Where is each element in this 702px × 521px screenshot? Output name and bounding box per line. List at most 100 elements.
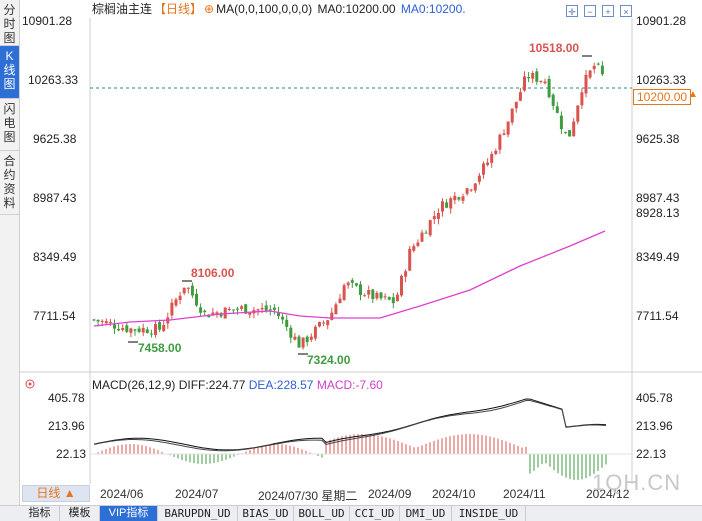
tab-bias[interactable]: BIAS_UD bbox=[238, 506, 294, 521]
left-price-label: 10263.33 bbox=[28, 73, 79, 87]
candle-body bbox=[178, 295, 182, 300]
tab-boll[interactable]: BOLL_UD bbox=[294, 506, 350, 521]
candle-body bbox=[318, 322, 321, 327]
candle-body bbox=[199, 307, 203, 313]
candle-body bbox=[453, 195, 457, 201]
candle-body bbox=[313, 326, 317, 339]
tab-templates[interactable]: 模板 bbox=[60, 506, 100, 521]
candle-body bbox=[297, 336, 301, 348]
candle-body bbox=[518, 92, 522, 101]
candle-body bbox=[592, 65, 596, 70]
candle-body bbox=[391, 297, 395, 304]
candle-body bbox=[539, 80, 543, 82]
right-price-label: 10263.33 bbox=[636, 73, 687, 87]
tab-contract-info[interactable]: 合约资料 bbox=[0, 151, 19, 215]
price-annotations: 8106.00 7458.00 7324.00 10518.00 bbox=[128, 41, 592, 367]
macd-diff: DIFF:224.77 bbox=[178, 378, 246, 392]
candle-body bbox=[305, 336, 309, 343]
candle-body bbox=[420, 232, 424, 242]
candle-body bbox=[326, 320, 330, 326]
tab-cci[interactable]: CCI_UD bbox=[350, 506, 400, 521]
candle-body bbox=[527, 77, 531, 79]
candle-body bbox=[108, 322, 112, 324]
candle-body bbox=[211, 312, 215, 316]
tab-barupdn[interactable]: BARUPDN_UD bbox=[158, 506, 238, 521]
macd-indicator-icon bbox=[25, 379, 35, 389]
tab-indicators[interactable]: 指标 bbox=[20, 506, 60, 521]
candle-body bbox=[387, 296, 391, 300]
tab-inside[interactable]: INSIDE_UD bbox=[452, 506, 526, 521]
candle-body bbox=[248, 312, 252, 315]
candle-body bbox=[240, 306, 244, 309]
tab-dmi[interactable]: DMI_UD bbox=[400, 506, 452, 521]
candle-body bbox=[133, 329, 137, 331]
tab-kline[interactable]: K线图 bbox=[0, 46, 19, 99]
candle-body bbox=[432, 216, 436, 220]
settings-icon[interactable]: ⊕ bbox=[204, 2, 215, 16]
price-annotation: 7458.00 bbox=[138, 341, 182, 355]
ma0-value: MA0:10200.00 bbox=[317, 2, 396, 16]
macd-value: MACD:-7.60 bbox=[316, 378, 383, 392]
tab-lightning[interactable]: 闪电图 bbox=[0, 99, 19, 151]
tab-timeshare[interactable]: 分时图 bbox=[0, 0, 19, 46]
candle-body bbox=[100, 320, 104, 322]
candle-body bbox=[289, 327, 293, 338]
candle-body bbox=[404, 271, 408, 277]
candle-body bbox=[195, 293, 198, 306]
left-price-label: 8987.43 bbox=[33, 191, 77, 205]
candle-body bbox=[543, 81, 547, 84]
date-label: 2024/06 bbox=[100, 487, 144, 501]
candle-body bbox=[92, 319, 96, 321]
period-selector-button[interactable]: 日线 ▲ bbox=[22, 485, 90, 502]
right-price-label: 10901.28 bbox=[636, 14, 687, 28]
ma-price-tag: 8928.13 bbox=[636, 206, 680, 220]
candle-body bbox=[568, 130, 572, 137]
candle-body bbox=[510, 108, 514, 123]
candle-body bbox=[547, 78, 551, 98]
candle-body bbox=[424, 232, 428, 234]
candle-body bbox=[236, 308, 239, 310]
crosshair-icon[interactable]: ✛ bbox=[566, 5, 578, 17]
indicator-tabs: 指标 模板 VIP指标 BARUPDN_UD BIAS_UD BOLL_UD C… bbox=[0, 505, 702, 521]
left-price-label: 8349.49 bbox=[33, 250, 77, 264]
ma-params: MA(0,0,100,0,0,0) bbox=[216, 2, 313, 16]
zoom-in-icon[interactable]: + bbox=[602, 5, 614, 17]
diff-line bbox=[93, 398, 607, 451]
candle-body bbox=[469, 189, 473, 191]
candle-body bbox=[121, 328, 125, 331]
right-price-label: 7711.54 bbox=[636, 309, 679, 323]
price-annotation: 10518.00 bbox=[529, 41, 579, 55]
candle-body bbox=[149, 333, 153, 335]
candle-body bbox=[523, 76, 526, 91]
candle-body bbox=[436, 212, 440, 219]
candle-body bbox=[588, 70, 592, 78]
close-icon[interactable]: × bbox=[620, 5, 632, 17]
candle-body bbox=[219, 313, 223, 317]
candle-body bbox=[162, 324, 166, 332]
candle-body bbox=[400, 275, 403, 296]
candle-body bbox=[367, 289, 371, 295]
candle-body bbox=[383, 296, 387, 298]
candle-body bbox=[502, 133, 506, 135]
candle-body bbox=[486, 162, 490, 165]
candle-body bbox=[564, 131, 567, 133]
candle-body bbox=[264, 305, 268, 311]
candle-body bbox=[555, 106, 559, 113]
candle-body bbox=[600, 65, 604, 75]
candle-body bbox=[461, 196, 465, 201]
zoom-out-icon[interactable]: − bbox=[584, 5, 596, 17]
candle-body bbox=[170, 302, 174, 316]
candle-body bbox=[498, 134, 502, 150]
candle-body bbox=[531, 72, 535, 79]
date-label: 2024/10 bbox=[432, 487, 476, 501]
candle-body bbox=[285, 319, 289, 327]
candle-body bbox=[359, 284, 362, 295]
candle-body bbox=[190, 285, 194, 296]
tab-vip-indicators[interactable]: VIP指标 bbox=[100, 506, 158, 521]
date-label: 2024/12 bbox=[586, 487, 630, 501]
candle-body bbox=[465, 188, 469, 194]
candle-body bbox=[342, 285, 346, 300]
candle-body bbox=[338, 298, 342, 304]
candle-body bbox=[572, 121, 576, 137]
macd-right-label: 213.96 bbox=[636, 419, 673, 433]
